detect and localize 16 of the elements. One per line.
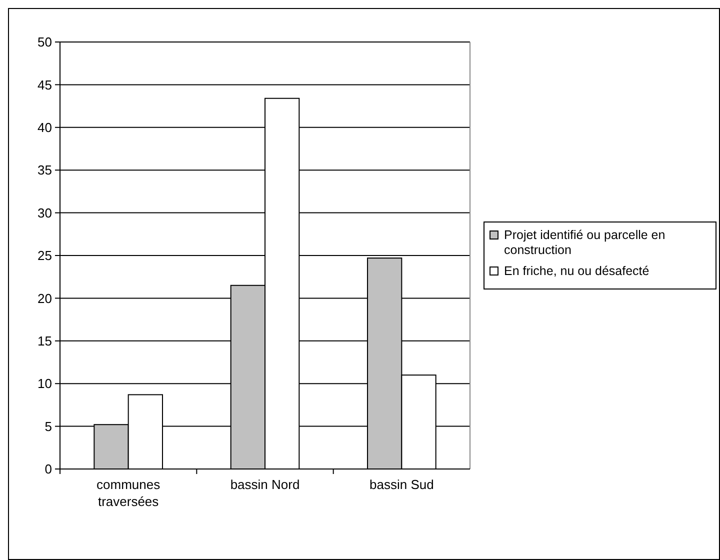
legend-label: En friche, nu ou désafecté <box>504 264 650 278</box>
x-tick-label: bassin Nord <box>230 477 300 492</box>
y-tick-label: 10 <box>38 376 52 392</box>
y-tick-label: 45 <box>38 77 52 92</box>
legend-label: Projet identifié ou parcelle en construction <box>504 228 666 257</box>
y-tick-label: 40 <box>38 120 52 135</box>
y-tick-label: 15 <box>38 333 52 348</box>
y-tick-label: 30 <box>38 205 52 220</box>
y-tick-label: 50 <box>38 34 52 50</box>
y-tick-label: 5 <box>44 418 52 434</box>
x-tick-label: bassin Sud <box>370 477 434 492</box>
x-tick-label: communes traversées <box>96 477 161 509</box>
y-tick-label: 0 <box>44 462 52 477</box>
y-tick-label: 25 <box>38 248 52 264</box>
y-tick-label: 20 <box>38 290 52 306</box>
y-tick-label: 35 <box>38 162 52 178</box>
